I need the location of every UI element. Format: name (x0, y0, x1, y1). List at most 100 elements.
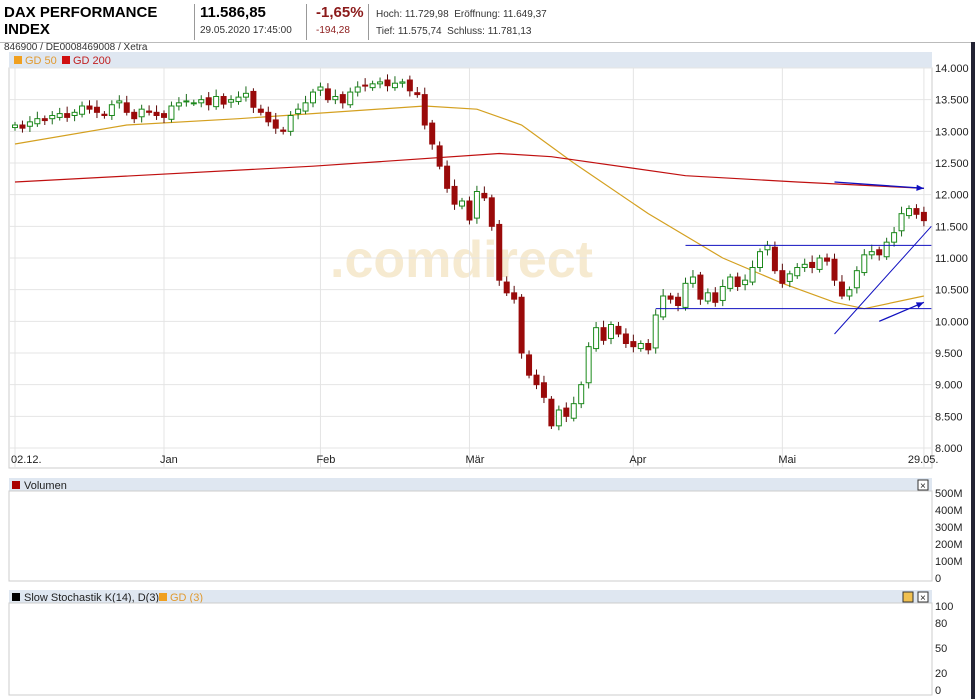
y-tick-label: 11.000 (935, 253, 968, 265)
close-volume-button[interactable] (917, 479, 929, 491)
candle (220, 96, 227, 105)
close-icon: × (920, 593, 926, 604)
volume-tick-label: 200M (935, 539, 963, 551)
candle (399, 81, 406, 84)
x-tick-label: Feb (316, 454, 335, 466)
trend-line (834, 225, 932, 335)
x-tick-label: 02.12. (11, 454, 42, 466)
candle (369, 83, 376, 89)
candle (347, 91, 354, 106)
candle (459, 200, 465, 207)
candle (123, 102, 130, 113)
candle (555, 409, 562, 427)
change-percent: -1,65% (316, 4, 364, 21)
candle (56, 113, 63, 118)
candle (79, 105, 86, 115)
price-datetime: 29.05.2020 17:45:00 (200, 25, 292, 36)
candle (190, 102, 197, 105)
candle (183, 100, 190, 103)
candle (526, 354, 533, 376)
candle (824, 257, 831, 262)
stochastic-tick-label: 0 (935, 685, 941, 697)
candle (49, 115, 56, 120)
candle (675, 296, 682, 306)
candle (838, 281, 845, 297)
candle (414, 92, 421, 96)
candle (578, 384, 585, 405)
candle (615, 325, 622, 335)
y-tick-label: 8.500 (935, 411, 963, 423)
candle (548, 398, 555, 427)
candle (503, 281, 510, 294)
price-panel-header (9, 52, 932, 68)
candle (861, 254, 868, 274)
candle (600, 327, 607, 341)
candle (101, 113, 108, 116)
arrow-head (916, 184, 924, 191)
candle (421, 94, 428, 126)
candle (533, 374, 540, 386)
candle (488, 197, 495, 227)
settings-button[interactable] (902, 591, 914, 603)
candle (906, 208, 912, 217)
candle (585, 346, 592, 384)
y-tick-label: 12.500 (935, 158, 969, 170)
candle (451, 185, 458, 205)
gd50-line (14, 105, 925, 310)
close-stochastic-button[interactable] (917, 591, 929, 603)
candle (868, 251, 875, 256)
stochastic-panel-header (9, 590, 932, 603)
candle (354, 86, 361, 93)
candle (719, 286, 726, 301)
candle (667, 295, 674, 300)
stochastic-tick-label: 80 (935, 618, 947, 630)
candle (630, 341, 637, 348)
candle (131, 111, 138, 120)
candle (161, 113, 167, 118)
x-tick-label: Mär (465, 454, 484, 466)
y-tick-label: 11.500 (935, 221, 968, 233)
candle (660, 295, 667, 318)
chart-area: GD 50 GD 200 .comdirect 8.000 8.500 9.000 9… (8, 52, 969, 697)
candle (138, 108, 145, 118)
low-value: Tief: 11.575,74 (376, 26, 442, 37)
candle (645, 343, 652, 351)
volume-tick-label: 0 (935, 573, 941, 585)
candle (287, 115, 294, 132)
stochastic-title: Slow Stochastik K(14), D(3) (24, 592, 159, 604)
candle (652, 314, 659, 349)
scrollbar[interactable] (971, 42, 975, 699)
stochastic-tick-label: 100 (935, 601, 953, 613)
y-tick-label: 10.500 (935, 285, 969, 297)
arrow-line (834, 181, 924, 189)
candle (153, 111, 160, 117)
candle (19, 124, 26, 129)
candle (317, 86, 324, 91)
candle (809, 261, 816, 269)
candle (831, 258, 838, 281)
candle (913, 208, 920, 215)
candle (324, 88, 331, 101)
y-tick-label: 14.000 (935, 63, 969, 75)
open-value: Eröffnung: 11.649,37 (454, 9, 547, 20)
candle (205, 97, 212, 106)
candle (682, 282, 689, 308)
candle (742, 279, 749, 286)
close-value: Schluss: 11.781,13 (447, 26, 532, 37)
volume-title: Volumen (24, 480, 67, 492)
candle (779, 270, 786, 284)
y-tick-label: 8.000 (935, 443, 963, 455)
candle (898, 213, 905, 232)
candle (339, 94, 346, 104)
candle (64, 113, 71, 118)
candle (570, 403, 577, 419)
stochastic-tick-label: 50 (935, 643, 947, 655)
stochastic-tick-label: 20 (935, 668, 947, 680)
candle (12, 124, 18, 129)
instrument-ids: 846900 / DE0008469008 / Xetra (4, 42, 148, 53)
x-tick-label: Mai (778, 454, 796, 466)
legend-gd200: GD 200 (73, 55, 111, 67)
candle (689, 276, 696, 284)
x-tick-label: Jan (160, 454, 178, 466)
candle (511, 292, 518, 300)
